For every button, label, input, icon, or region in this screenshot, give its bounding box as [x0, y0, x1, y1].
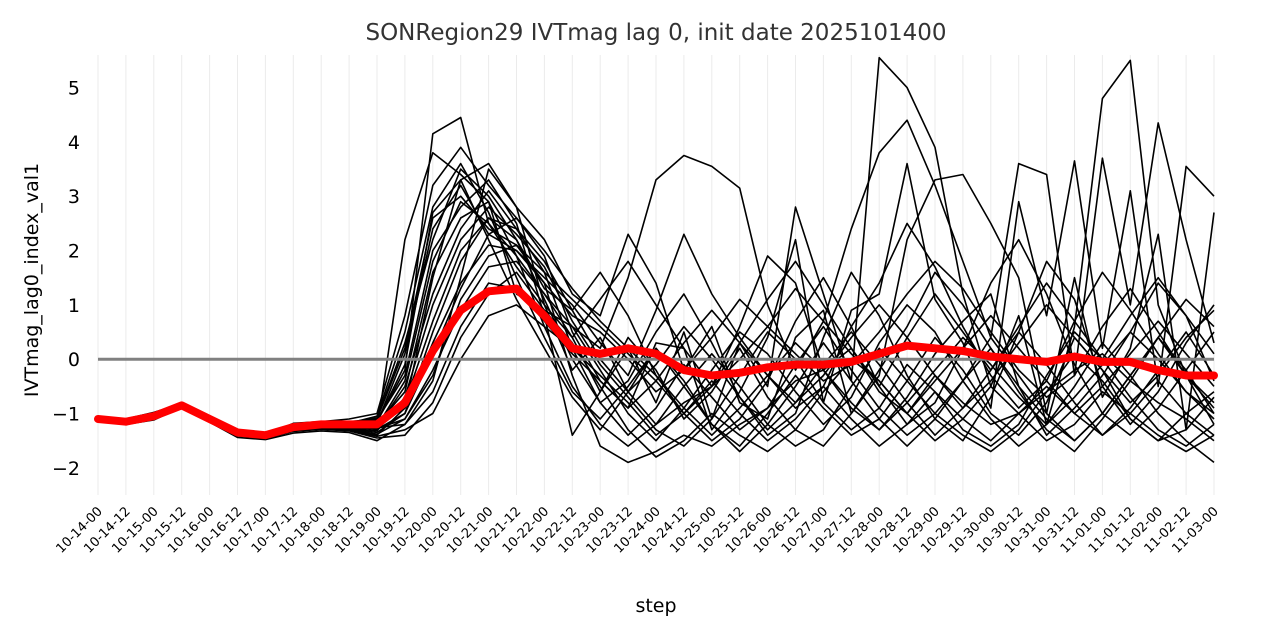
- y-tick-label: 1: [68, 295, 80, 317]
- y-tick-label: −1: [52, 404, 80, 426]
- y-axis-label: IVTmag_lag0_index_val1: [21, 163, 43, 397]
- x-axis-ticks: 10-14-0010-14-1210-15-0010-15-1210-16-00…: [53, 504, 1221, 556]
- y-axis-ticks: −2 −1 0 1 2 3 4 5: [52, 78, 80, 480]
- ensemble-mean-line: [94, 284, 1218, 440]
- y-tick-label: 4: [68, 132, 80, 154]
- x-axis-label: step: [635, 595, 676, 617]
- y-tick-label: 0: [68, 349, 80, 371]
- y-tick-label: 3: [68, 186, 80, 208]
- y-tick-label: 2: [68, 241, 80, 263]
- chart-title: SONRegion29 IVTmag lag 0, init date 2025…: [365, 20, 946, 46]
- y-tick-label: 5: [68, 78, 80, 100]
- y-tick-label: −2: [52, 458, 80, 480]
